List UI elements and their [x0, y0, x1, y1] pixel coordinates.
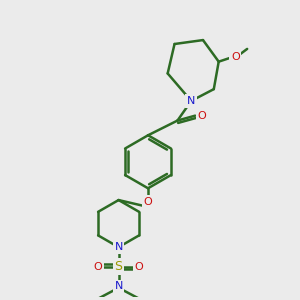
Text: N: N — [114, 242, 123, 252]
Text: O: O — [144, 197, 152, 207]
Text: O: O — [94, 262, 102, 272]
Text: O: O — [135, 262, 144, 272]
Text: O: O — [231, 52, 240, 62]
Text: N: N — [187, 96, 195, 106]
Text: S: S — [115, 260, 123, 273]
Text: N: N — [114, 281, 123, 291]
Text: O: O — [198, 111, 206, 121]
